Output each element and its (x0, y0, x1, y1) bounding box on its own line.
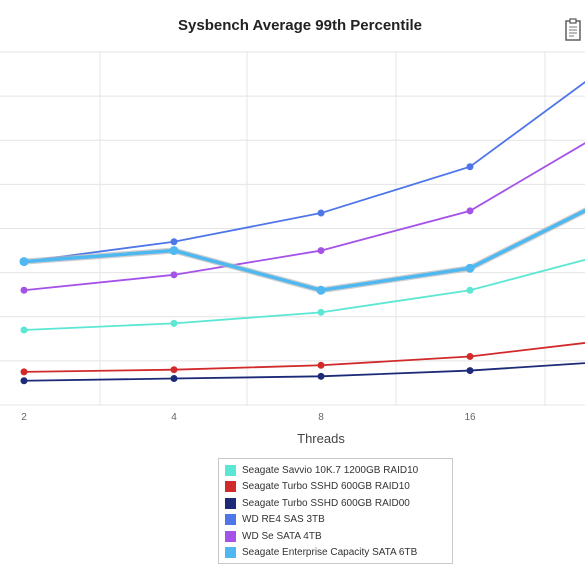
series-6 (19, 207, 585, 295)
grid (0, 51, 585, 406)
legend-item[interactable]: WD Se SATA 4TB (225, 528, 452, 545)
legend-label: WD Se SATA 4TB (242, 530, 322, 542)
data-point[interactable] (170, 319, 178, 327)
chart-title: Sysbench Average 99th Percentile (178, 17, 422, 34)
data-point[interactable] (20, 368, 28, 376)
data-point[interactable] (170, 238, 178, 246)
series-line (23, 81, 585, 263)
data-point[interactable] (20, 377, 28, 385)
legend-label: Seagate Turbo SSHD 600GB RAID10 (242, 481, 410, 493)
legend-item[interactable]: Seagate Enterprise Capacity SATA 6TB (225, 545, 452, 562)
series-line (23, 258, 585, 331)
data-point[interactable] (466, 286, 474, 294)
series-line-shadow (23, 207, 585, 294)
series-4 (20, 81, 585, 266)
data-point[interactable] (466, 367, 474, 375)
data-point[interactable] (20, 286, 28, 294)
data-point[interactable] (466, 163, 474, 171)
legend-label: Seagate Turbo SSHD 600GB RAID00 (242, 497, 410, 509)
data-point[interactable] (170, 271, 178, 279)
legend-item[interactable]: Seagate Turbo SSHD 600GB RAID10 (225, 479, 452, 496)
legend-swatch (225, 464, 236, 476)
series-line (23, 208, 585, 293)
series-line (23, 142, 585, 292)
series-5 (20, 142, 585, 294)
data-point[interactable] (317, 372, 325, 380)
legend-item[interactable]: Seagate Savvio 10K.7 1200GB RAID10 (225, 462, 452, 479)
data-point[interactable] (466, 207, 474, 215)
legend-swatch (225, 481, 236, 493)
legend-swatch (225, 497, 236, 509)
data-point[interactable] (170, 375, 178, 383)
legend-item[interactable]: WD RE4 SAS 3TB (225, 512, 452, 529)
data-point[interactable] (169, 246, 179, 256)
legend-label: Seagate Enterprise Capacity SATA 6TB (242, 547, 418, 559)
x-tick-label: 2 (21, 412, 27, 423)
data-point[interactable] (316, 285, 326, 295)
series-line (23, 342, 585, 373)
data-point[interactable] (317, 209, 325, 217)
data-point[interactable] (317, 247, 325, 255)
data-point[interactable] (19, 257, 29, 267)
legend: Seagate Savvio 10K.7 1200GB RAID10 Seagat… (218, 458, 453, 564)
data-point[interactable] (317, 361, 325, 369)
x-tick-label: 16 (464, 412, 476, 423)
x-axis: 2481632 (21, 412, 476, 423)
legend-label: Seagate Savvio 10K.7 1200GB RAID10 (242, 464, 419, 476)
x-axis-label: Threads (297, 431, 345, 446)
legend-swatch (225, 547, 236, 559)
data-point[interactable] (20, 326, 28, 334)
legend-swatch (225, 514, 236, 526)
x-tick-label: 8 (318, 412, 324, 423)
data-point[interactable] (317, 308, 325, 316)
x-tick-label: 4 (171, 412, 177, 423)
clipboard-icon (565, 18, 581, 41)
legend-item[interactable]: Seagate Turbo SSHD 600GB RAID00 (225, 495, 452, 512)
series-1 (20, 258, 585, 334)
legend-label: WD RE4 SAS 3TB (242, 514, 325, 526)
series-2 (20, 342, 585, 376)
series-3 (20, 362, 585, 385)
data-point[interactable] (466, 352, 474, 360)
series-layer (19, 81, 585, 385)
data-point[interactable] (465, 263, 475, 273)
legend-swatch (225, 530, 236, 542)
data-point[interactable] (170, 366, 178, 374)
